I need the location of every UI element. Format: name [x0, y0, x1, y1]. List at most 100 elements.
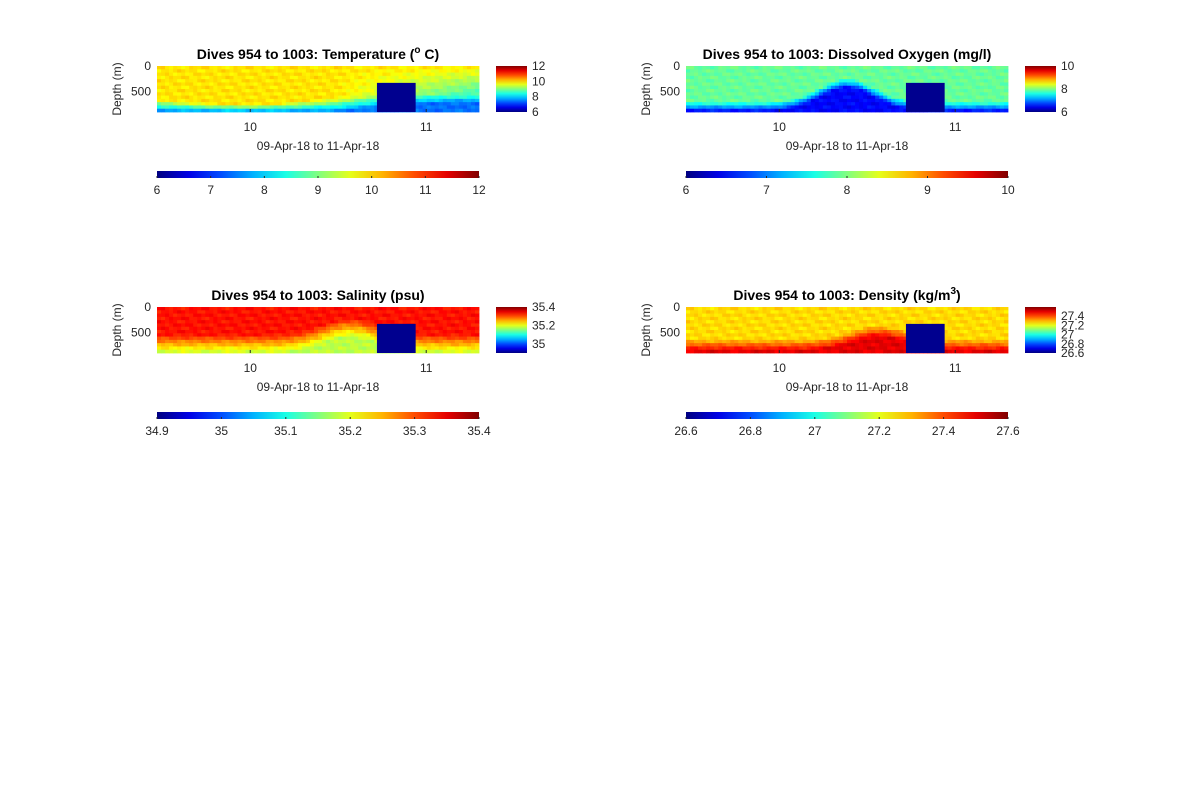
heatmap-cell	[330, 313, 335, 318]
heatmap-cell	[410, 69, 416, 73]
heatmap-cell	[426, 307, 432, 311]
heatmap-cell	[201, 66, 206, 70]
heatmap-cell	[418, 98, 424, 103]
heatmap-cell	[382, 313, 387, 318]
heatmap-cell	[265, 69, 271, 73]
heatmap-cell	[334, 89, 339, 93]
heatmap-cell	[790, 72, 796, 77]
heatmap-cell	[201, 323, 206, 328]
heatmap-cell	[181, 330, 186, 334]
heatmap-cell	[305, 108, 311, 113]
heatmap-cell	[346, 307, 351, 311]
heatmap-cell	[830, 349, 836, 354]
heatmap-cell	[446, 105, 452, 110]
heatmap-cell	[462, 307, 468, 311]
heatmap-cell	[891, 69, 896, 73]
heatmap-cell	[309, 307, 315, 311]
heatmap-cell	[770, 320, 775, 324]
heatmap-cell	[185, 323, 190, 328]
heatmap-cell	[706, 313, 711, 318]
heatmap-cell	[402, 69, 407, 73]
heatmap-cell	[702, 346, 707, 351]
heatmap-cell	[863, 333, 868, 337]
heatmap-cell	[875, 323, 880, 328]
heatmap-cell	[458, 95, 464, 100]
heatmap-cell	[875, 69, 880, 73]
heatmap-cell	[794, 108, 800, 113]
heatmap-cell	[289, 333, 295, 337]
heatmap-cell	[714, 82, 719, 87]
heatmap-cell	[983, 346, 989, 351]
heatmap-cell	[161, 330, 166, 334]
heatmap-cell	[690, 79, 695, 83]
heatmap-cell	[354, 69, 359, 73]
heatmap-cell	[201, 105, 206, 110]
heatmap-cell	[891, 336, 896, 341]
heatmap-cell	[806, 79, 812, 83]
heatmap-cell	[221, 108, 226, 113]
heatmap-cell	[714, 72, 719, 77]
heatmap-cell	[209, 339, 214, 344]
heatmap-cell	[197, 313, 202, 318]
heatmap-cell	[205, 310, 210, 314]
heatmap-cell	[758, 349, 763, 354]
heatmap-cell	[879, 79, 884, 83]
heatmap-cell	[706, 89, 711, 93]
heatmap-cell	[991, 79, 997, 83]
heatmap-cell	[430, 313, 436, 318]
heatmap-cell	[442, 98, 448, 103]
heatmap-cell	[253, 72, 259, 77]
heatmap-cell	[265, 316, 271, 321]
heatmap-cell	[342, 333, 347, 337]
heatmap-cell	[201, 333, 206, 337]
heatmap-cell	[330, 320, 335, 324]
heatmap-cell	[871, 349, 876, 354]
heatmap-cell	[991, 320, 997, 324]
heatmap-cell	[855, 89, 860, 93]
heatmap-cell	[903, 307, 908, 311]
heatmap-cell	[322, 313, 327, 318]
heatmap-cell	[714, 98, 719, 103]
heatmap-cell	[855, 339, 860, 344]
heatmap-cell	[967, 105, 973, 110]
heatmap-cell	[193, 323, 198, 328]
heatmap-cell	[879, 320, 884, 324]
heatmap-cell	[762, 89, 767, 93]
heatmap-cell	[422, 85, 428, 90]
heatmap-cell	[975, 339, 981, 344]
heatmap-cell	[338, 72, 343, 77]
heatmap-cell	[217, 323, 222, 328]
heatmap-cell	[366, 339, 371, 344]
heatmap-cell	[883, 85, 888, 90]
heatmap-cell	[301, 95, 307, 100]
heatmap-cell	[350, 310, 355, 314]
heatmap-cell	[975, 108, 981, 113]
heatmap-cell	[322, 349, 327, 354]
heatmap-cell	[269, 102, 275, 106]
heatmap-cell	[217, 79, 222, 83]
heatmap-cell	[157, 307, 162, 311]
heatmap-cell	[165, 336, 170, 341]
heatmap-cell	[983, 330, 989, 334]
heatmap-cell	[987, 98, 993, 103]
heatmap-cell	[770, 310, 775, 314]
heatmap-cell	[742, 349, 747, 354]
heatmap-cell	[330, 108, 335, 113]
heatmap-cell	[826, 75, 832, 80]
heatmap-cell	[338, 339, 343, 344]
heatmap-cell	[426, 82, 432, 87]
heatmap-cell	[999, 330, 1005, 334]
heatmap-cell	[301, 66, 307, 70]
heatmap-cell	[975, 316, 981, 321]
heatmap-cell	[237, 66, 242, 70]
heatmap-cell	[350, 72, 355, 77]
heatmap-cell	[157, 320, 162, 324]
heatmap-cell	[466, 316, 472, 321]
heatmap-cell	[706, 98, 711, 103]
heatmap-cell	[714, 336, 719, 341]
heatmap-cell	[205, 326, 210, 331]
heatmap-cell	[975, 85, 981, 90]
heatmap-cell	[454, 343, 460, 347]
heatmap-cell	[313, 320, 319, 324]
heatmap-cell	[947, 326, 953, 331]
